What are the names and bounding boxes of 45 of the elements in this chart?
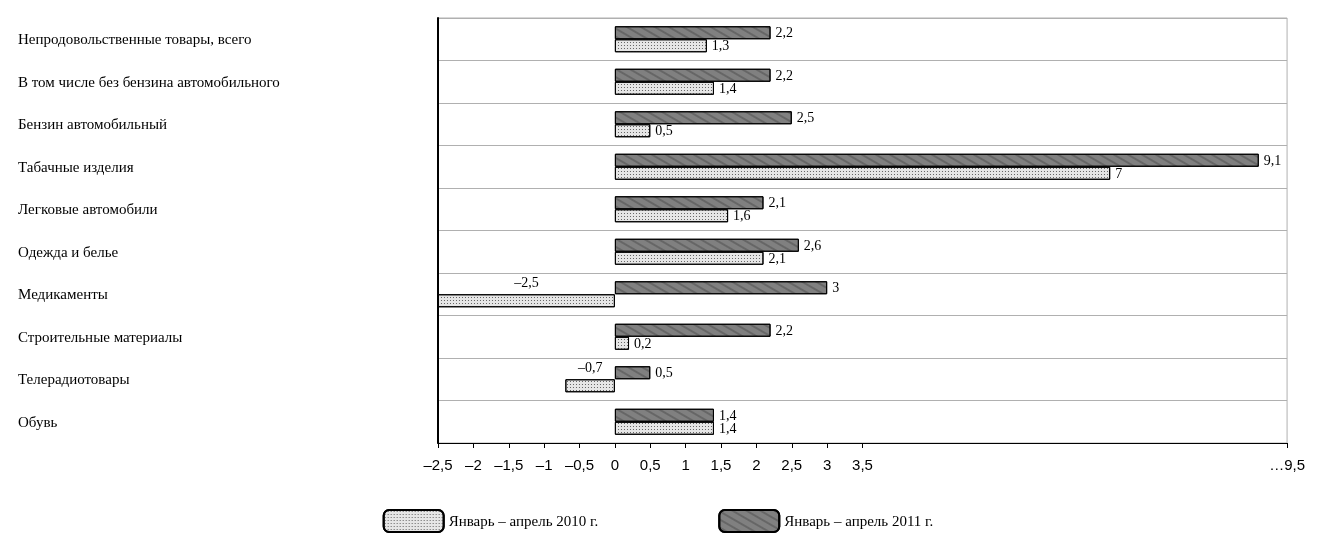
data-label: 1,6 — [733, 208, 751, 224]
y-tick-label: Строительные материалы — [18, 328, 183, 345]
x-tick-label: –2,5 — [423, 456, 453, 473]
x-tick-label: –2 — [465, 456, 482, 473]
y-tick-label: Легковые автомобили — [18, 201, 158, 218]
data-label: 1,3 — [711, 38, 730, 54]
data-label: 2,6 — [803, 237, 822, 253]
y-tick-label: В том числе без бензина автомобильного — [18, 73, 280, 90]
data-label: 0,2 — [634, 335, 652, 351]
x-tick-label: 2 — [752, 456, 761, 473]
legend-label: Январь – апрель 2010 г. — [448, 513, 599, 529]
x-tick-label: 1 — [681, 456, 690, 473]
x-tick-label: –1,5 — [494, 456, 524, 473]
data-label: 0,5 — [655, 123, 673, 139]
data-label: 2,2 — [775, 322, 794, 338]
legend-label: Январь – апрель 2011 г. — [784, 513, 934, 529]
data-label: 2,2 — [775, 67, 794, 83]
x-tick-label: 0 — [610, 456, 620, 473]
x-tick-label: 0,5 — [639, 456, 661, 473]
x-tick-label: …9,5 — [1269, 456, 1305, 473]
y-tick-label: Непродовольственные товары, всего — [18, 31, 252, 48]
data-label: –2,5 — [513, 274, 539, 290]
data-label: 2,2 — [775, 25, 794, 41]
data-label: 0,5 — [655, 365, 673, 381]
data-label: 3 — [832, 280, 840, 296]
x-tick-label: 2,5 — [781, 456, 803, 473]
x-tick-label: –0,5 — [564, 456, 595, 473]
y-tick-label: Бензин автомобильный — [18, 116, 168, 133]
data-label: 9,1 — [1263, 152, 1282, 168]
data-label: 1,4 — [718, 80, 737, 96]
x-tick-label: –1 — [535, 456, 553, 473]
y-tick-label: Табачные изделия — [18, 158, 134, 175]
x-tick-label: 1,5 — [710, 456, 732, 473]
x-tick-label: 3,5 — [852, 456, 873, 473]
y-tick-label: Медикаменты — [18, 286, 108, 303]
y-tick-label: Телерадиотовары — [18, 371, 130, 388]
data-label: 1,4 — [718, 407, 737, 423]
data-label: 2,1 — [768, 195, 786, 211]
data-label: 2,5 — [796, 110, 815, 126]
x-tick-label: 3 — [822, 456, 832, 473]
y-tick-label: Одежда и белье — [18, 243, 119, 260]
y-tick-label: Обувь — [18, 413, 58, 430]
data-label: –0,7 — [576, 359, 603, 375]
data-label: 7 — [1115, 165, 1123, 181]
data-label: 2,1 — [768, 250, 786, 266]
